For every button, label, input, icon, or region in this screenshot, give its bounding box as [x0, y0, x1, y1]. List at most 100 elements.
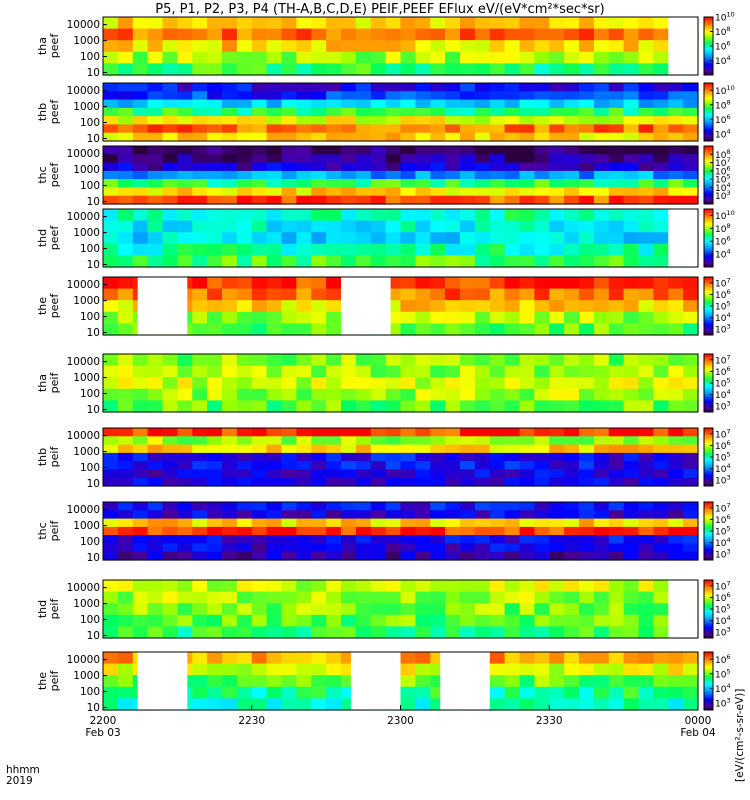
- data-gap: [668, 209, 699, 267]
- panel-ylabel: peif: [48, 372, 61, 394]
- panel-ylabel: thd: [36, 229, 49, 247]
- y-tick-label: 100: [80, 388, 100, 400]
- spectrogram-cells: [103, 652, 699, 711]
- colorbar-unit-label: [eV/(cm²-s-sr-eV)]: [734, 688, 746, 782]
- data-gap: [137, 277, 188, 335]
- panel-frame: [102, 579, 699, 639]
- time-axis-label: hhmm: [6, 764, 40, 776]
- spectrogram-cells: [103, 277, 699, 336]
- chart-title: P5, P1, P2, P3, P4 (TH-A,B,C,D,E) PEIF,P…: [155, 2, 605, 17]
- y-tick-label: 10000: [67, 19, 100, 31]
- y-tick-label: 100: [80, 311, 100, 323]
- y-tick-label: 10: [87, 552, 100, 564]
- y-tick-label: 10: [87, 404, 100, 416]
- y-tick-label: 10000: [67, 356, 100, 368]
- panel-frame: [102, 427, 699, 487]
- colorbar-tick-label: 104: [715, 248, 731, 261]
- y-tick-label: 100: [80, 536, 100, 548]
- panel-frame: [102, 16, 699, 76]
- colorbar-tick-label: 108: [715, 98, 731, 111]
- data-gap: [668, 580, 699, 638]
- panel-ylabel: thb: [36, 448, 49, 466]
- colorbar-tick-label: 1010: [715, 84, 735, 97]
- colorbar-tick-label: 108: [715, 222, 731, 235]
- spectrogram-cells: [103, 502, 699, 561]
- panel-ylabel: tha: [36, 374, 49, 392]
- y-tick-label: 10: [87, 67, 100, 79]
- y-tick-label: 10: [87, 133, 100, 145]
- y-tick-label: 10000: [67, 654, 100, 666]
- y-tick-label: 1000: [73, 520, 100, 532]
- y-tick-label: 100: [80, 117, 100, 129]
- y-tick-label: 1000: [73, 101, 100, 113]
- y-tick-label: 10: [87, 478, 100, 490]
- colorbar-tick-label: 104: [715, 54, 731, 67]
- panel-ylabel: peif: [48, 598, 61, 620]
- y-tick-label: 10: [87, 327, 100, 339]
- y-tick-label: 10000: [67, 211, 100, 223]
- panel-ylabel: peif: [48, 446, 61, 468]
- panel-ylabel: tha: [36, 37, 49, 55]
- y-tick-label: 10000: [67, 85, 100, 97]
- panel-ylabel: peef: [48, 225, 61, 251]
- colorbar-tick-label: 105: [715, 667, 731, 680]
- y-tick-label: 1000: [73, 164, 100, 176]
- y-tick-label: 10000: [67, 582, 100, 594]
- panel-ylabel: peif: [48, 670, 61, 692]
- panel-ylabel: thd: [36, 600, 49, 618]
- y-tick-label: 1000: [73, 227, 100, 239]
- y-tick-label: 1000: [73, 670, 100, 682]
- data-gap: [668, 17, 699, 75]
- colorbar-tick-label: 106: [715, 235, 731, 248]
- x-tick-label: 2230: [238, 715, 265, 727]
- y-tick-label: 10000: [67, 430, 100, 442]
- colorbar-tick-label: 108: [715, 25, 731, 38]
- y-tick-label: 10000: [67, 148, 100, 160]
- colorbar-tick-label: 104: [715, 682, 731, 695]
- panel-frame: [102, 208, 699, 268]
- y-tick-label: 10: [87, 196, 100, 208]
- panel-ylabel: peef: [48, 33, 61, 59]
- panel-ylabel: peif: [48, 520, 61, 542]
- data-gap: [137, 652, 188, 710]
- y-tick-label: 10: [87, 259, 100, 271]
- panel-frame: [102, 145, 699, 205]
- panel-frame: [102, 353, 699, 413]
- panel-ylabel: thc: [36, 166, 49, 183]
- spectrogram-cells: [103, 580, 699, 639]
- x-tick-date: Feb 04: [680, 727, 716, 739]
- x-tick-date: Feb 03: [85, 727, 120, 739]
- colorbar-tick-label: 1010: [715, 209, 735, 222]
- y-tick-label: 1000: [73, 372, 100, 384]
- spectrogram-cells: [103, 146, 699, 205]
- colorbar-tick-label: 103: [715, 696, 731, 709]
- colorbar-tick-label: 103: [715, 548, 731, 561]
- panel-frame: [102, 82, 699, 142]
- colorbar-tick-label: 106: [715, 113, 731, 126]
- y-tick-label: 1000: [73, 35, 100, 47]
- panel-ylabel: peef: [48, 293, 61, 319]
- data-gap: [350, 652, 401, 710]
- panel-ylabel: the: [36, 672, 49, 690]
- spectrogram-cells: [103, 354, 699, 413]
- y-tick-label: 10: [87, 630, 100, 642]
- panel-ylabel: the: [36, 297, 49, 315]
- colorbar-tick-label: 104: [715, 127, 731, 140]
- colorbar-tick-label: 103: [715, 400, 731, 413]
- y-tick-label: 100: [80, 686, 100, 698]
